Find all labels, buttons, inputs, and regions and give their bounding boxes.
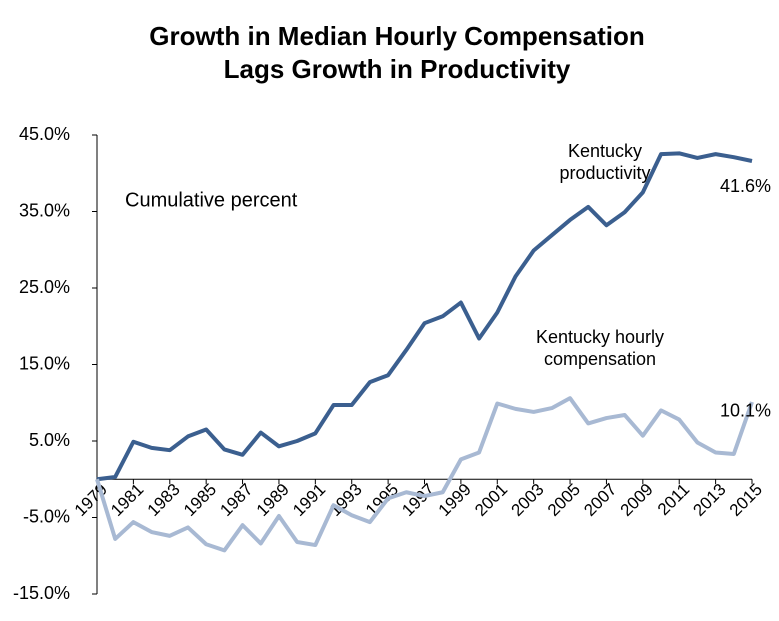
end-label: 41.6% [720, 176, 771, 196]
x-tick-label: 1995 [362, 480, 402, 520]
series-line [96, 151, 753, 482]
y-tick-label: 35.0% [19, 200, 70, 220]
x-tick-label: 1985 [180, 480, 220, 520]
series-line [95, 396, 754, 553]
x-tick-label: 1987 [216, 480, 256, 520]
y-tick-label: 45.0% [19, 124, 70, 144]
y-tick-label: 25.0% [19, 277, 70, 297]
y-tick-label: -5.0% [23, 506, 70, 526]
chart-title: Growth in Median Hourly Compensation [149, 21, 644, 51]
x-tick-label: 2009 [617, 480, 657, 520]
x-tick-label: 1981 [107, 480, 147, 520]
x-tick-label: 2015 [726, 480, 766, 520]
y-tick-label: -15.0% [13, 583, 70, 603]
chart-title: Lags Growth in Productivity [224, 54, 571, 84]
series-label: Kentucky hourly compensation [535, 327, 665, 369]
x-tick-label: 2007 [580, 480, 620, 520]
x-tick-label: 2003 [507, 480, 547, 520]
x-tick-label: 1997 [398, 480, 438, 520]
x-tick-label: 2001 [471, 480, 511, 520]
x-tick-label: 2013 [689, 480, 729, 520]
x-tick-label: 1989 [253, 480, 293, 520]
y-tick-label: 15.0% [19, 353, 70, 373]
x-tick-label: 1999 [435, 480, 475, 520]
x-tick-label: 2005 [544, 480, 584, 520]
x-tick-label: 1991 [289, 480, 329, 520]
x-tick-label: 2011 [654, 480, 693, 519]
y-tick-label: 5.0% [29, 430, 70, 450]
x-tick-label: 1983 [144, 480, 184, 520]
series-label: Kentucky productivity [559, 141, 651, 183]
end-label: 10.1% [720, 401, 771, 421]
annotation: Cumulative percent [125, 189, 298, 211]
